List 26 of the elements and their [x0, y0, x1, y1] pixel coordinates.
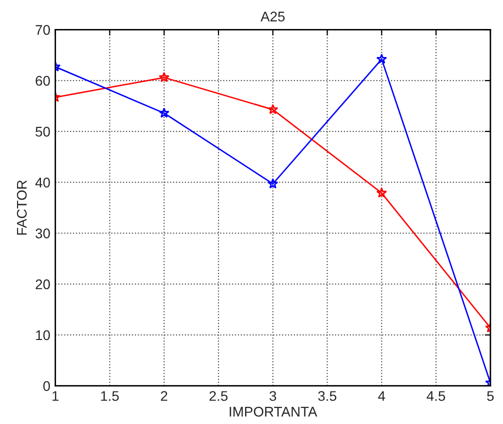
y-tick-label: 50 [36, 126, 50, 137]
y-tick-label: 0 [43, 381, 50, 392]
chart-title: A25 [260, 12, 285, 22]
y-tick-label: 20 [36, 279, 50, 290]
y-tick-label: 30 [36, 228, 50, 238]
x-tick-label: 3.5 [318, 391, 336, 401]
x-tick-label: 1.5 [101, 391, 119, 401]
point [376, 54, 387, 64]
y-tick-label: 10 [36, 330, 50, 340]
y-axis-title: FACTOR [16, 180, 27, 235]
x-tick-label: 4.5 [426, 391, 446, 401]
point [158, 108, 170, 118]
x-tick-label: 3 [270, 391, 276, 401]
y-tick-label: 60 [36, 76, 50, 86]
y-tick-label: 40 [35, 178, 50, 188]
point [158, 72, 170, 82]
x-tick-label: 2 [160, 391, 168, 401]
y-tick-label: 70 [36, 25, 50, 35]
x-axis-title: IMPORTANTA [230, 406, 318, 417]
x-tick-label: 4 [378, 391, 386, 401]
x-tick-label: 1 [52, 391, 59, 401]
x-tick-label: 5 [487, 391, 494, 401]
point [376, 187, 387, 198]
point [268, 104, 278, 114]
point [268, 178, 278, 188]
x-tick-label: 2.5 [210, 391, 228, 401]
